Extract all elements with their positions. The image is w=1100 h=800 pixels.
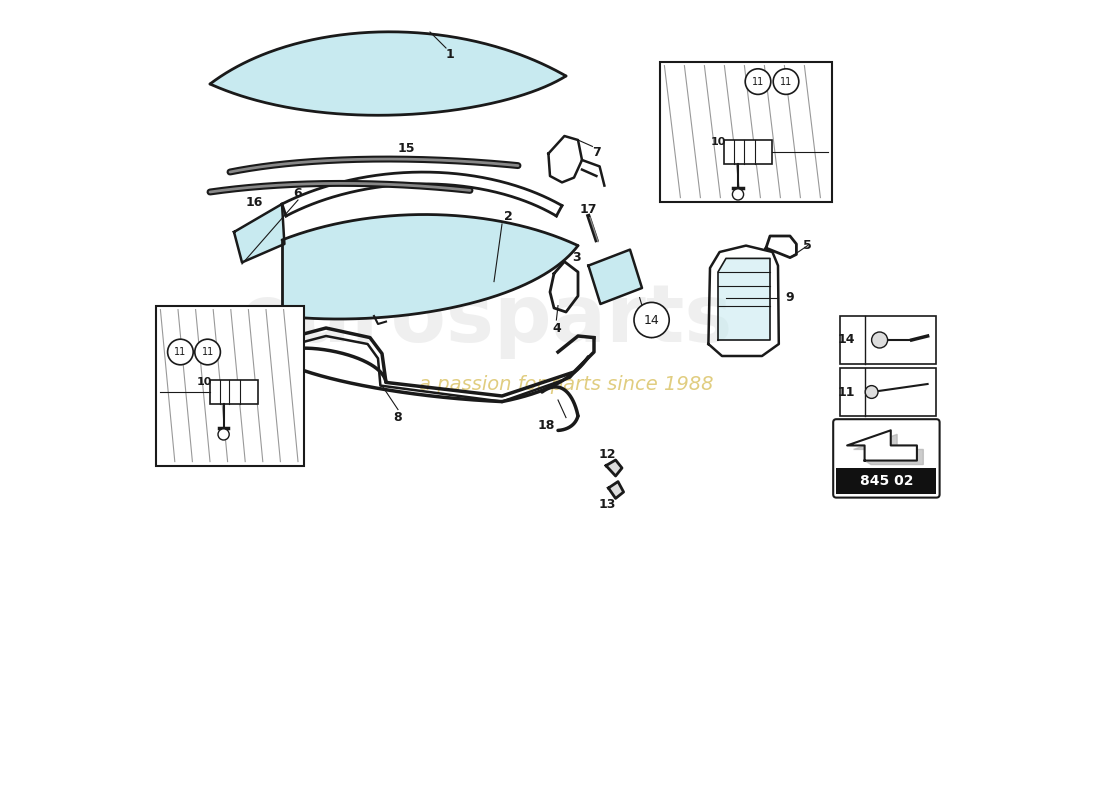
Text: 7: 7 bbox=[592, 146, 601, 158]
FancyBboxPatch shape bbox=[839, 368, 936, 416]
Polygon shape bbox=[234, 204, 285, 262]
Polygon shape bbox=[847, 430, 923, 465]
Circle shape bbox=[773, 69, 799, 94]
Text: 11: 11 bbox=[780, 77, 792, 86]
Polygon shape bbox=[210, 32, 566, 115]
FancyBboxPatch shape bbox=[660, 62, 833, 202]
Text: 11: 11 bbox=[201, 347, 213, 357]
Polygon shape bbox=[847, 430, 917, 461]
Text: 6: 6 bbox=[294, 187, 302, 200]
Circle shape bbox=[745, 69, 771, 94]
Text: 11: 11 bbox=[752, 77, 764, 86]
Text: 4: 4 bbox=[552, 322, 561, 334]
Text: 8: 8 bbox=[394, 411, 403, 424]
Polygon shape bbox=[282, 214, 578, 319]
FancyBboxPatch shape bbox=[833, 419, 939, 498]
Text: 845 02: 845 02 bbox=[860, 474, 913, 489]
Circle shape bbox=[733, 189, 744, 200]
Text: 11: 11 bbox=[174, 347, 187, 357]
Text: a passion for parts since 1988: a passion for parts since 1988 bbox=[419, 374, 713, 394]
Text: 1: 1 bbox=[446, 48, 454, 61]
Text: 10: 10 bbox=[197, 377, 212, 386]
FancyBboxPatch shape bbox=[836, 469, 936, 494]
Text: 10: 10 bbox=[711, 137, 726, 146]
Circle shape bbox=[871, 332, 888, 348]
Text: 14: 14 bbox=[837, 334, 855, 346]
Text: 2: 2 bbox=[504, 210, 513, 222]
Text: 17: 17 bbox=[580, 203, 597, 216]
Polygon shape bbox=[588, 250, 642, 304]
Circle shape bbox=[634, 302, 669, 338]
Polygon shape bbox=[718, 258, 770, 340]
Text: 3: 3 bbox=[572, 251, 581, 264]
Text: 18: 18 bbox=[537, 419, 554, 432]
Circle shape bbox=[218, 429, 229, 440]
Circle shape bbox=[866, 386, 878, 398]
Text: 15: 15 bbox=[397, 142, 415, 154]
Polygon shape bbox=[608, 482, 624, 498]
Text: eurosparts: eurosparts bbox=[240, 281, 733, 359]
FancyBboxPatch shape bbox=[839, 316, 936, 364]
FancyBboxPatch shape bbox=[156, 306, 305, 466]
Text: 12: 12 bbox=[598, 448, 616, 461]
Text: 9: 9 bbox=[785, 291, 794, 304]
Text: 11: 11 bbox=[837, 386, 855, 398]
Polygon shape bbox=[606, 460, 621, 476]
Text: 14: 14 bbox=[644, 314, 660, 326]
FancyBboxPatch shape bbox=[725, 140, 772, 164]
FancyBboxPatch shape bbox=[210, 380, 258, 404]
Circle shape bbox=[195, 339, 220, 365]
Text: 16: 16 bbox=[245, 196, 263, 209]
Text: 13: 13 bbox=[598, 498, 616, 510]
Circle shape bbox=[167, 339, 194, 365]
Text: 5: 5 bbox=[803, 239, 812, 252]
